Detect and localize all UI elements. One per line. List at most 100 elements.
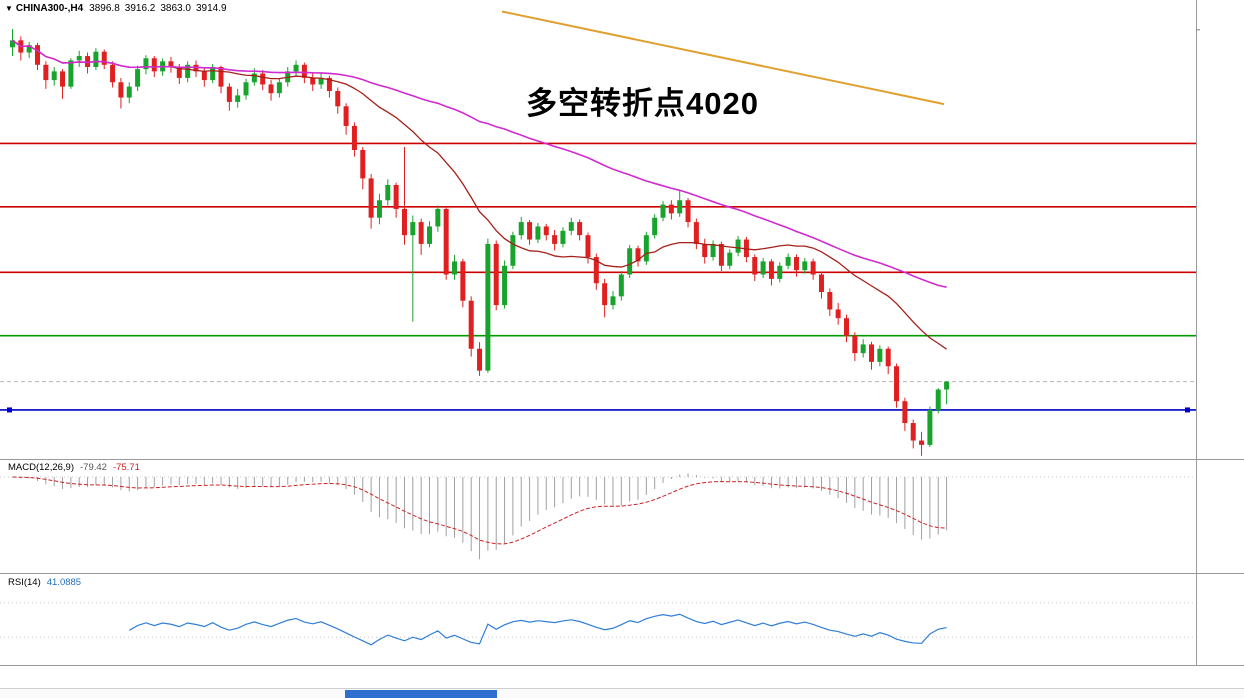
- candle-body: [919, 440, 925, 445]
- candles: [10, 28, 950, 456]
- candle-body: [168, 61, 174, 67]
- candle-body: [452, 261, 458, 275]
- candle-body: [293, 64, 299, 72]
- candle-body: [910, 423, 916, 441]
- candle-body: [93, 51, 99, 67]
- candle-body: [368, 178, 374, 218]
- candle-body: [685, 200, 691, 223]
- h-scrollbar-thumb[interactable]: [345, 690, 497, 698]
- candle-body: [251, 73, 257, 83]
- candle-body: [860, 344, 866, 354]
- candle-body: [618, 274, 624, 297]
- candle-body: [710, 243, 716, 258]
- rsi-line: [128, 613, 947, 646]
- candle-body: [510, 235, 516, 266]
- candle-body: [760, 261, 766, 275]
- macd-main-value: -79.42: [80, 462, 107, 473]
- candle-body: [535, 226, 541, 240]
- candle-body: [660, 204, 666, 218]
- candle-body: [226, 86, 232, 102]
- candle-body: [935, 389, 941, 410]
- candle-body: [427, 226, 432, 244]
- candle-body: [235, 95, 241, 102]
- macd-indicator-label: MACD(12,26,9) -79.42 -75.71: [8, 462, 146, 473]
- candle-body: [343, 106, 349, 126]
- candle-body: [26, 45, 32, 53]
- candle-body: [502, 265, 508, 306]
- candle-body: [869, 344, 875, 362]
- candle-body: [593, 257, 599, 284]
- annotation-text[interactable]: 多空转折点4020: [526, 86, 759, 121]
- hline-handle[interactable]: [1185, 407, 1190, 413]
- candle-body: [668, 204, 674, 214]
- candle-body: [68, 60, 74, 87]
- candle-body: [243, 82, 249, 96]
- candle-body: [418, 222, 424, 244]
- candle-body: [218, 66, 224, 87]
- trendline[interactable]: [501, 10, 945, 106]
- macd-name: MACD(12,26,9): [8, 462, 74, 473]
- candle-body: [35, 45, 41, 65]
- macd-signal-value: -75.71: [112, 462, 140, 473]
- candle-body: [643, 235, 649, 262]
- candle-body: [443, 208, 449, 275]
- candle-body: [902, 401, 908, 424]
- rsi-value: 41.0885: [46, 577, 82, 588]
- candle-body: [944, 381, 950, 390]
- candle-body: [176, 66, 182, 78]
- candle-body: [85, 56, 91, 67]
- rsi-indicator-label: RSI(14) 41.0885: [8, 577, 87, 588]
- candle-body: [777, 265, 783, 279]
- ma-slow-line: [12, 39, 947, 288]
- candle-body: [468, 300, 474, 349]
- candle-body: [118, 82, 124, 98]
- candle-body: [143, 58, 149, 70]
- candle-body: [135, 69, 141, 87]
- candle-body: [210, 66, 216, 81]
- candle-body: [810, 261, 816, 275]
- candle-body: [485, 243, 491, 371]
- candle-body: [735, 239, 741, 253]
- candle-body: [627, 248, 633, 275]
- ohlc-high: 3916.2: [124, 3, 156, 14]
- candle-body: [185, 64, 191, 78]
- h-scrollbar[interactable]: [0, 688, 1244, 698]
- candle-body: [101, 51, 107, 65]
- candle-body: [335, 91, 341, 107]
- candle-body: [10, 40, 15, 48]
- candle-body: [543, 226, 549, 236]
- candle-body: [877, 348, 883, 362]
- candle-body: [151, 58, 157, 72]
- candle-body: [351, 125, 357, 150]
- macd-signal-line: [12, 476, 947, 545]
- candle-body: [802, 261, 808, 271]
- candle-body: [610, 296, 616, 306]
- candle-body: [318, 77, 324, 85]
- candle-body: [376, 200, 382, 218]
- candle-body: [927, 409, 933, 445]
- candle-body: [60, 71, 66, 87]
- candle-body: [768, 261, 774, 279]
- candle-body: [635, 248, 641, 262]
- candle-body: [835, 309, 841, 319]
- candle-body: [652, 217, 658, 236]
- ohlc-low: 3863.0: [160, 3, 191, 14]
- candle-body: [552, 235, 558, 244]
- candle-body: [435, 208, 441, 227]
- hline-handle[interactable]: [7, 407, 12, 413]
- candle-body: [326, 77, 332, 92]
- candle-body: [793, 257, 799, 271]
- candle-body: [360, 149, 366, 179]
- candle-body: [752, 257, 758, 275]
- candle-body: [577, 222, 583, 236]
- candle-body: [76, 56, 82, 61]
- candle-body: [852, 335, 858, 354]
- candle-body: [818, 274, 824, 292]
- candle-body: [126, 86, 132, 98]
- candle-body: [477, 348, 483, 371]
- candle-body: [110, 64, 116, 83]
- chart-ohlc-header: ▼ CHINA300-,H4 3896.8 3916.2 3863.0 3914.9: [5, 3, 232, 14]
- candle-body: [43, 64, 49, 81]
